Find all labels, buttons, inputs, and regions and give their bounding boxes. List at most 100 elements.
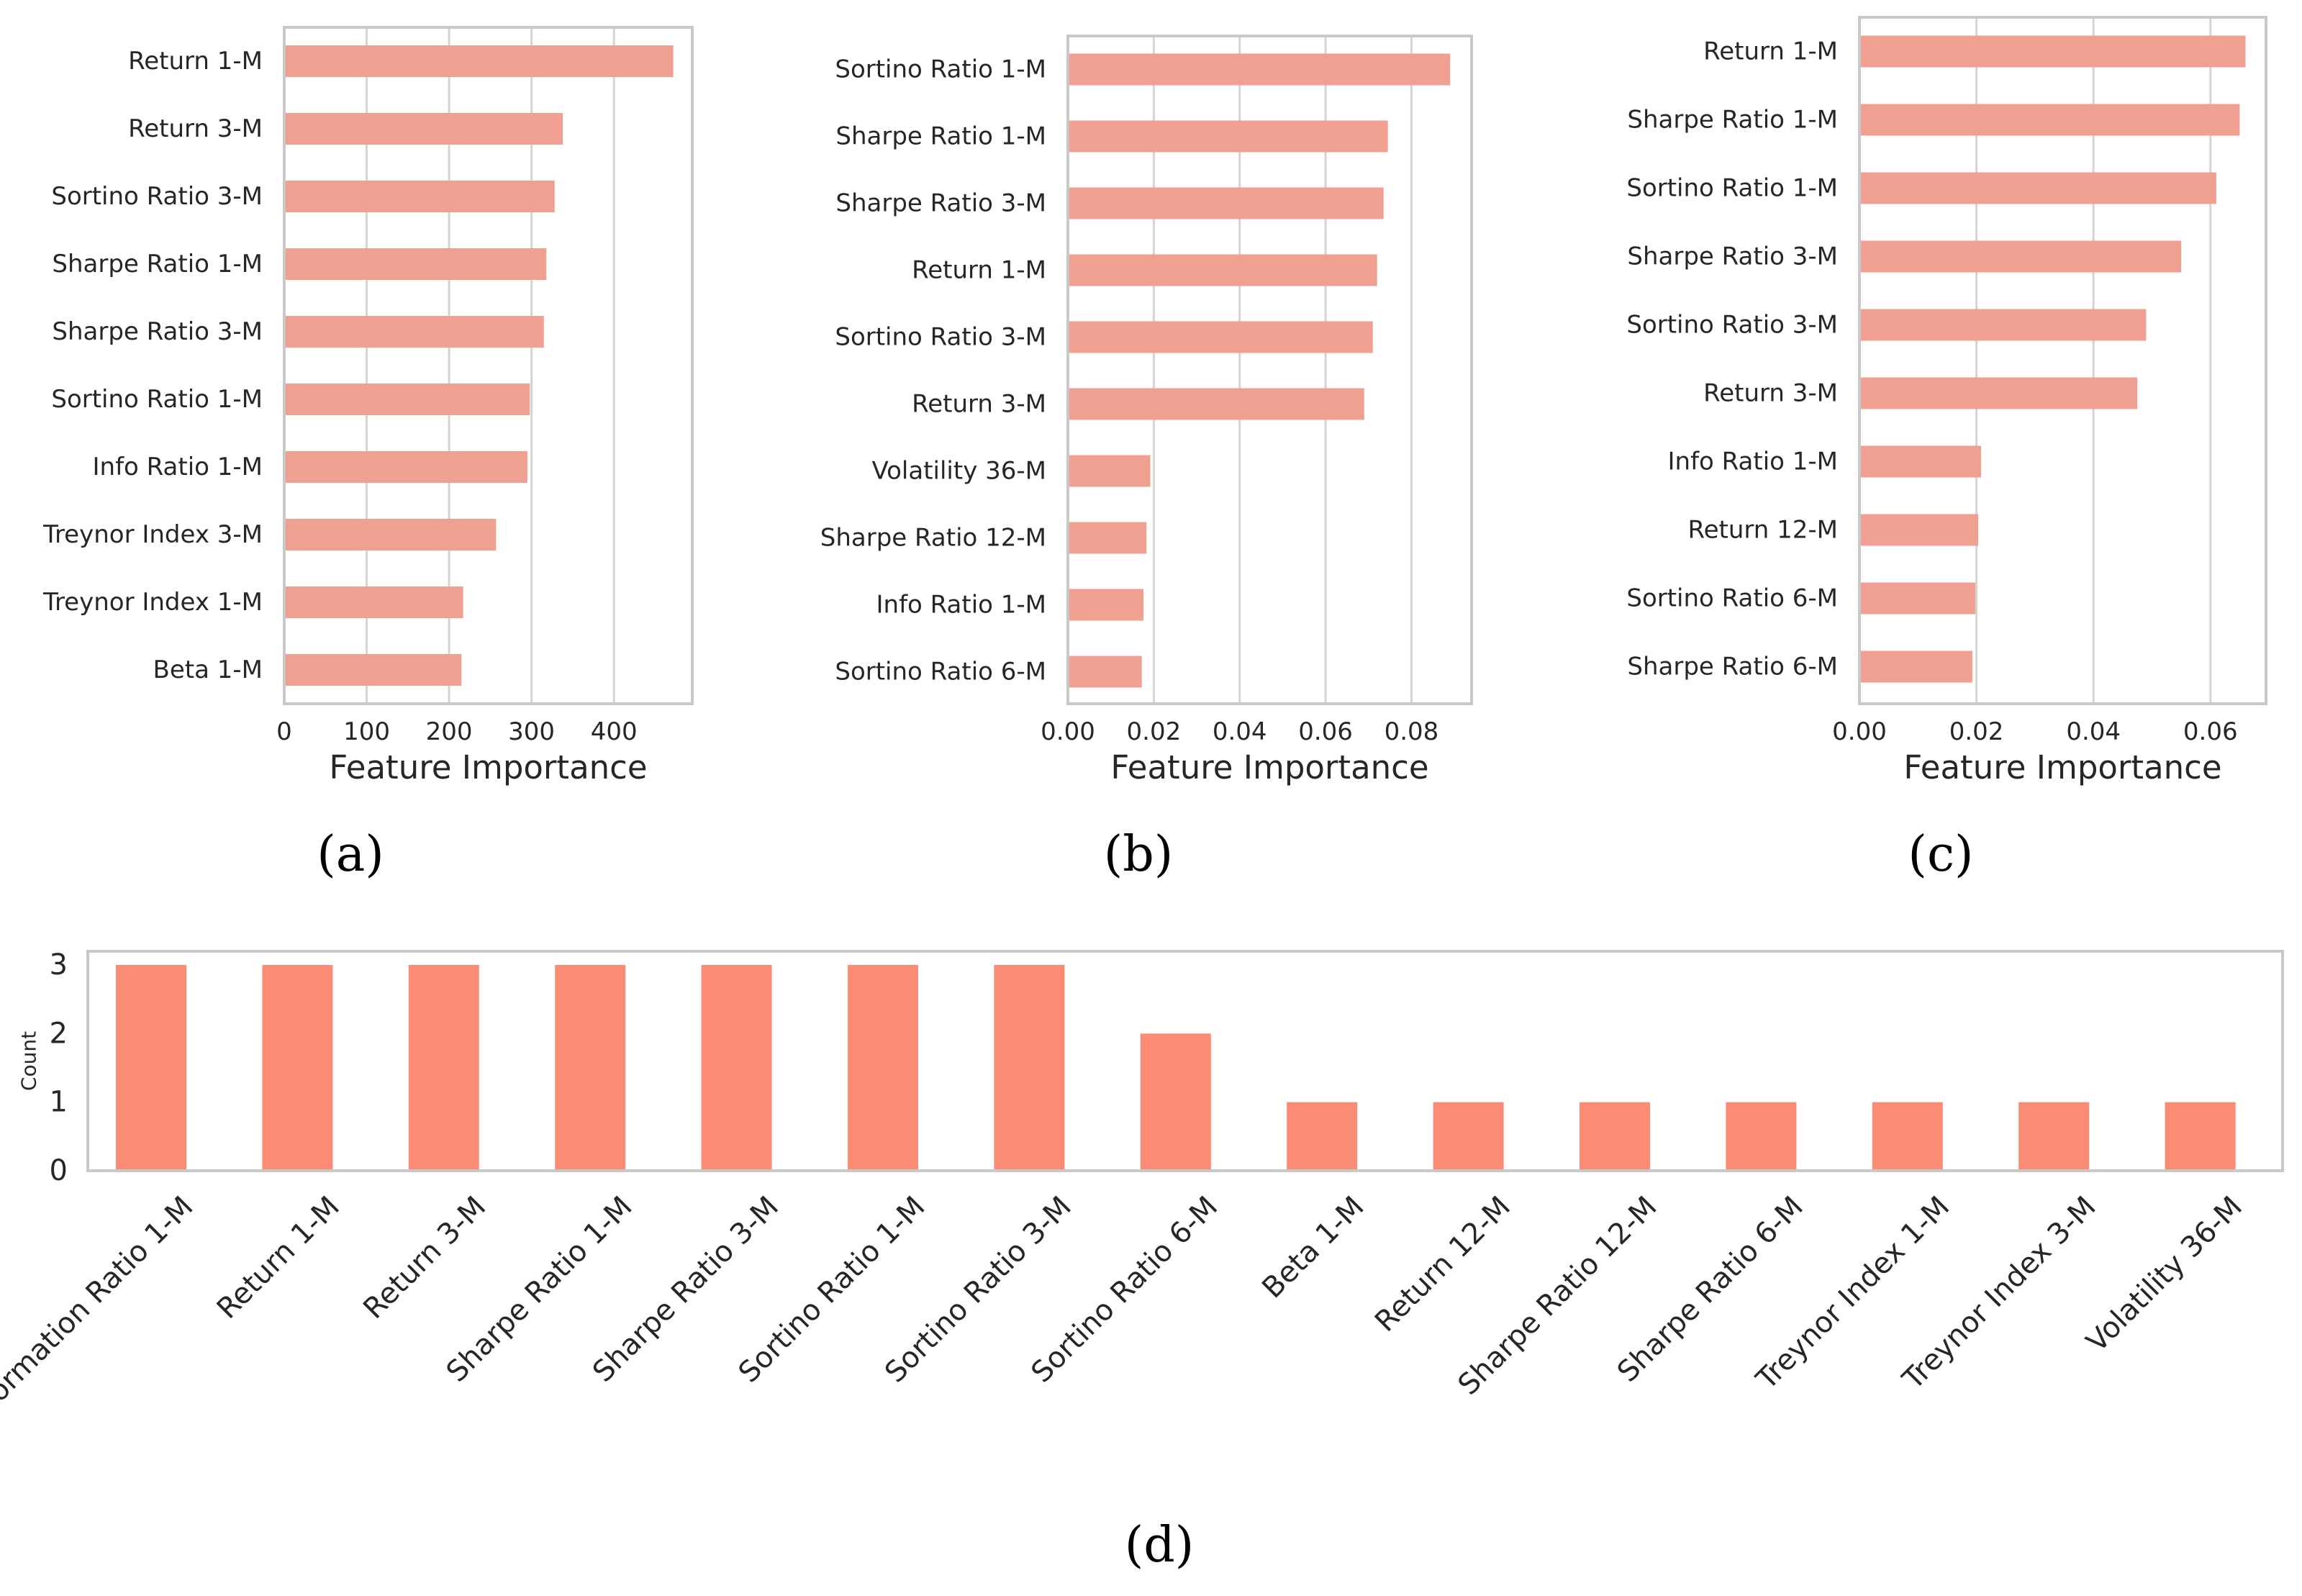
category-label-c-5: Return 3-M xyxy=(1703,379,1838,408)
x-tick-label-b-4: 0.08 xyxy=(1385,717,1439,746)
category-label-a-2: Sortino Ratio 3-M xyxy=(51,182,263,211)
bar-d-12 xyxy=(1872,1102,1943,1171)
bar-a-8 xyxy=(284,586,463,618)
bar-a-4 xyxy=(284,316,544,348)
x-tick-label-c-1: 0.02 xyxy=(1949,717,2004,746)
category-label-b-5: Return 3-M xyxy=(912,390,1046,419)
bar-c-6 xyxy=(1859,445,1982,478)
bar-b-2 xyxy=(1068,187,1384,219)
bar-c-5 xyxy=(1859,377,2138,409)
bar-b-8 xyxy=(1068,589,1144,621)
plot-frame-d xyxy=(86,950,2284,1172)
x-tick-label-a-3: 300 xyxy=(508,717,555,746)
category-label-b-9: Sortino Ratio 6-M xyxy=(835,658,1046,686)
bar-b-5 xyxy=(1068,388,1364,420)
plot-frame-b xyxy=(1066,35,1473,705)
bar-d-3 xyxy=(555,965,626,1171)
y-tick-label-d-3: 3 xyxy=(50,948,68,981)
x-tick-label-b-1: 0.02 xyxy=(1127,717,1182,746)
category-label-d-1: Return 1-M xyxy=(211,1190,346,1325)
category-label-d-14: Volatility 36-M xyxy=(2080,1190,2249,1359)
category-label-d-9: Return 12-M xyxy=(1369,1190,1517,1338)
y-tick-label-d-2: 2 xyxy=(50,1017,68,1050)
bar-c-1 xyxy=(1859,104,2240,136)
bar-d-0 xyxy=(116,965,186,1171)
category-label-a-7: Treynor Index 3-M xyxy=(42,520,263,549)
x-tick-label-a-0: 0 xyxy=(276,717,292,746)
category-label-a-4: Sharpe Ratio 3-M xyxy=(52,317,263,346)
category-label-b-0: Sortino Ratio 1-M xyxy=(835,55,1046,84)
bar-a-7 xyxy=(284,519,497,550)
panel-a-chart: Return 1-M Return 3-M Sortino Ratio 3-M Sha… xyxy=(42,26,694,883)
category-label-a-5: Sortino Ratio 1-M xyxy=(51,385,263,414)
plot-frame-c xyxy=(1858,16,2267,705)
category-label-c-2: Sortino Ratio 1-M xyxy=(1626,174,1838,203)
category-label-b-8: Info Ratio 1-M xyxy=(876,591,1047,620)
x-tick-label-b-2: 0.04 xyxy=(1213,717,1267,746)
bar-d-1 xyxy=(262,965,333,1171)
bar-b-3 xyxy=(1068,254,1377,286)
bar-a-1 xyxy=(284,113,563,145)
category-label-c-9: Sharpe Ratio 6-M xyxy=(1627,653,1838,681)
category-label-c-0: Return 1-M xyxy=(1703,37,1838,66)
category-label-c-7: Return 12-M xyxy=(1688,516,1839,545)
category-label-a-1: Return 3-M xyxy=(128,114,263,143)
bar-c-9 xyxy=(1859,650,1972,683)
category-label-a-9: Beta 1-M xyxy=(153,656,263,684)
bar-c-0 xyxy=(1859,35,2246,68)
bar-b-1 xyxy=(1068,120,1388,153)
category-label-c-1: Sharpe Ratio 1-M xyxy=(1627,106,1838,135)
bar-a-6 xyxy=(284,451,527,483)
panel-label-b: (b) xyxy=(1104,826,1174,883)
category-label-a-8: Treynor Index 1-M xyxy=(42,588,263,617)
x-tick-label-b-0: 0.00 xyxy=(1041,717,1095,746)
panel-label-a: (a) xyxy=(317,826,384,883)
bar-a-9 xyxy=(284,654,462,686)
x-tick-label-c-0: 0.00 xyxy=(1832,717,1887,746)
bar-d-9 xyxy=(1433,1102,1504,1171)
x-axis-title-a: Feature Importance xyxy=(329,748,647,786)
bar-d-4 xyxy=(701,965,772,1171)
x-axis-title-b: Feature Importance xyxy=(1110,748,1428,786)
bar-b-7 xyxy=(1068,522,1147,554)
y-tick-label-d-1: 1 xyxy=(50,1086,68,1119)
y-tick-label-d-0: 0 xyxy=(50,1154,68,1187)
category-label-b-7: Sharpe Ratio 12-M xyxy=(820,524,1046,553)
x-tick-label-c-2: 0.04 xyxy=(2066,717,2121,746)
bar-c-7 xyxy=(1859,514,1979,546)
bar-d-14 xyxy=(2165,1102,2236,1171)
panel-label-d: (d) xyxy=(1125,1517,1195,1574)
category-label-a-6: Info Ratio 1-M xyxy=(93,453,263,481)
bar-a-5 xyxy=(284,384,530,415)
category-label-d-8: Beta 1-M xyxy=(1256,1190,1370,1305)
x-axis-title-c: Feature Importance xyxy=(1903,748,2221,786)
bar-d-11 xyxy=(1726,1102,1797,1171)
plot-frame-a xyxy=(283,26,694,705)
panel-label-c: (c) xyxy=(1908,826,1973,883)
category-label-b-3: Return 1-M xyxy=(912,256,1046,285)
category-label-c-6: Info Ratio 1-M xyxy=(1668,448,1839,476)
bar-a-0 xyxy=(284,45,674,77)
panel-d-chart: Information Ratio 1-M Return 1-M Return 3-… xyxy=(0,948,2284,1574)
category-label-d-2: Return 3-M xyxy=(357,1190,492,1325)
category-label-b-4: Sortino Ratio 3-M xyxy=(835,323,1046,352)
category-label-c-3: Sharpe Ratio 3-M xyxy=(1627,242,1838,271)
bar-c-2 xyxy=(1859,172,2216,204)
bar-a-2 xyxy=(284,181,555,212)
bar-c-3 xyxy=(1859,240,2182,273)
x-tick-label-a-2: 200 xyxy=(426,717,473,746)
category-label-a-0: Return 1-M xyxy=(128,47,263,76)
bar-d-13 xyxy=(2018,1102,2090,1171)
bar-d-6 xyxy=(994,965,1065,1171)
x-tick-label-c-3: 0.06 xyxy=(2183,717,2238,746)
bar-c-8 xyxy=(1859,582,1975,615)
category-label-d-0: Information Ratio 1-M xyxy=(0,1190,199,1434)
category-label-b-1: Sharpe Ratio 1-M xyxy=(835,122,1046,151)
panel-c-chart: Return 1-M Sharpe Ratio 1-M Sortino Ratio … xyxy=(1626,16,2267,883)
bar-d-7 xyxy=(1140,1033,1211,1171)
category-label-a-3: Sharpe Ratio 1-M xyxy=(52,250,263,278)
bar-d-10 xyxy=(1580,1102,1650,1171)
category-label-c-4: Sortino Ratio 3-M xyxy=(1626,311,1838,340)
bar-b-0 xyxy=(1068,53,1451,86)
